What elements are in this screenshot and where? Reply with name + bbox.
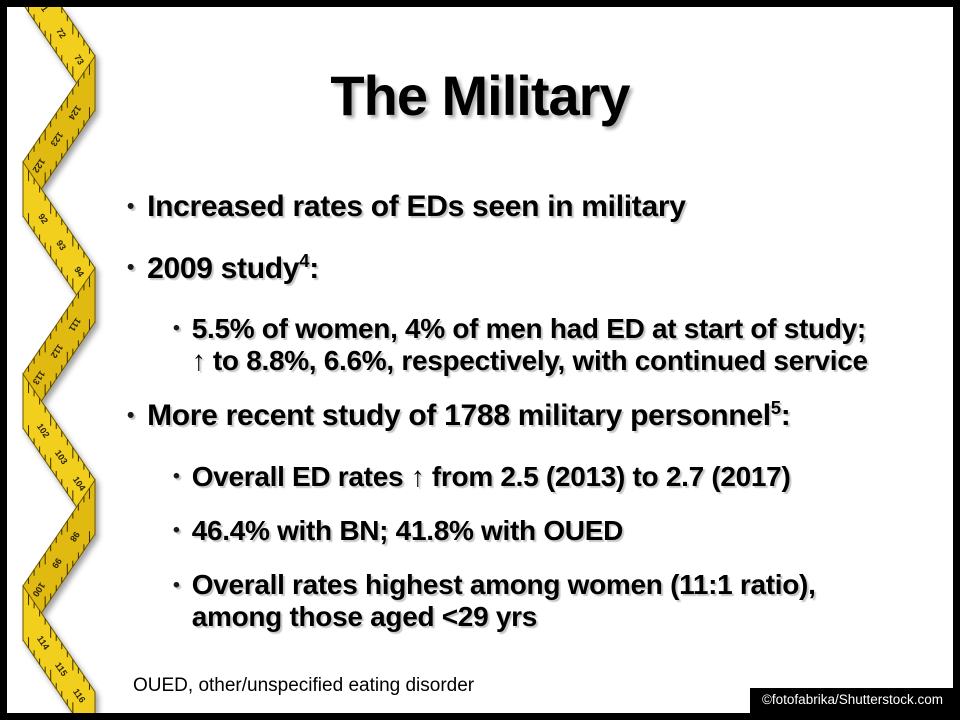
slide-title: The Military (330, 64, 630, 127)
svg-text:73: 73 (72, 53, 86, 67)
bullet-text: Overall ED rates ↑ from 2.5 (2013) to 2.… (191, 460, 791, 492)
svg-text:72: 72 (54, 26, 68, 40)
svg-text:71: 71 (36, 7, 50, 14)
bullet-text: Increased rates of EDs seen in military (147, 190, 686, 223)
bullet-list: • Increased rates of EDs seen in military… (127, 190, 943, 656)
bullet-item: • 46.4% with BN; 41.8% with OUED (173, 515, 943, 547)
bullet-marker-icon: • (173, 465, 180, 488)
bullet-marker-icon: • (127, 403, 135, 427)
bullet-text: 2009 study4: (147, 249, 319, 285)
bullet-marker-icon: • (173, 317, 180, 340)
svg-text:99: 99 (50, 556, 64, 570)
bullet-text: 46.4% with BN; 41.8% with OUED (191, 515, 624, 547)
svg-text:98: 98 (68, 530, 82, 544)
measuring-tape-graphic: 7172731241231229293941111121131021031049… (7, 7, 125, 713)
bullet-marker-icon: • (127, 194, 135, 218)
footnote: OUED, other/unspecified eating disorder (133, 675, 475, 696)
bullet-marker-icon: • (127, 256, 135, 280)
bullet-marker-icon: • (173, 573, 180, 596)
bullet-item: • 5.5% of women, 4% of men had ED at star… (173, 313, 943, 377)
bullet-text: More recent study of 1788 military perso… (147, 397, 791, 433)
bullet-item: • More recent study of 1788 military pers… (127, 399, 943, 434)
bullet-marker-icon: • (173, 519, 180, 542)
credit-badge: ©fotofabrika/Shutterstock.com (749, 688, 953, 713)
svg-text:93: 93 (54, 238, 68, 252)
bullet-text: Overall rates highest among women (11:1 … (191, 569, 816, 633)
svg-text:94: 94 (72, 265, 86, 279)
svg-text:92: 92 (36, 212, 50, 226)
bullet-text: 5.5% of women, 4% of men had ED at start… (191, 313, 868, 377)
bullet-item: • 2009 study4: (127, 249, 943, 287)
bullet-item: • Overall ED rates ↑ from 2.5 (2013) to 2… (173, 461, 943, 493)
bullet-item: • Increased rates of EDs seen in military (127, 190, 943, 225)
bullet-item: • Overall rates highest among women (11:1… (173, 569, 943, 633)
